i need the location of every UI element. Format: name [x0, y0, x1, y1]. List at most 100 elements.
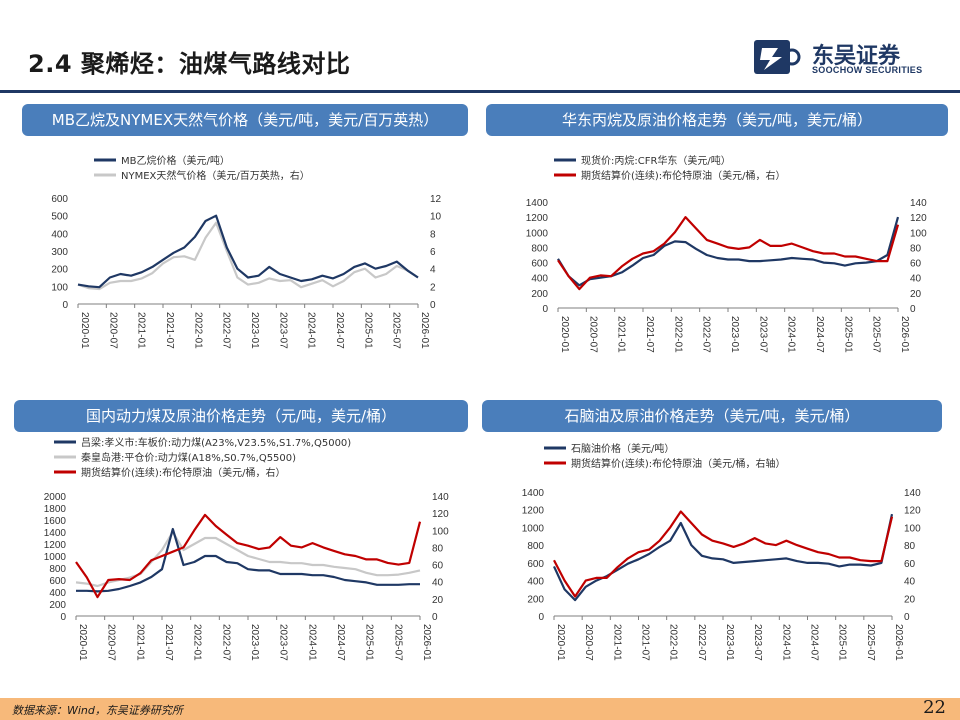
c4-right-tick-6: 120	[904, 506, 921, 517]
c4-right-tick-3: 60	[904, 559, 916, 570]
c2-left-tick-1: 200	[531, 289, 548, 300]
c3-left-tick-3: 600	[49, 576, 66, 587]
c1-x-tick-9: 2024-07	[334, 312, 345, 349]
c4-x-tick-10: 2025-01	[837, 624, 848, 661]
c1-right-tick-2: 4	[430, 265, 436, 276]
c2-series-1	[557, 215, 900, 291]
c3-x-tick-0: 2020-01	[77, 624, 88, 661]
c3-left-tick-5: 1000	[44, 552, 67, 563]
c3-x-tick-12: 2026-01	[421, 624, 432, 661]
c2-right-tick-6: 120	[910, 213, 927, 224]
c4-left-tick-3: 600	[527, 559, 544, 570]
c4-legend-label-0: 石脑油价格（美元/吨）	[571, 442, 674, 455]
c2-x-tick-8: 2024-01	[786, 316, 797, 353]
c2-left-tick-6: 1200	[526, 213, 549, 224]
c1-x-tick-8: 2024-01	[306, 312, 317, 349]
panel-title-coal: 国内动力煤及原油价格走势（元/吨，美元/桶）	[14, 400, 468, 432]
chart-ethane-natgas: 0 100 200 300 400 500 600 0 2 4 6 8 10 12 2020-01 2020-…	[10, 146, 460, 386]
c4-right-tick-4: 80	[904, 541, 916, 552]
c1-right-tick-5: 10	[430, 212, 442, 223]
c3-right-tick-1: 20	[432, 595, 444, 606]
c2-left-tick-2: 400	[531, 274, 548, 285]
c1-x-tick-4: 2022-01	[192, 312, 203, 349]
c1-left-tick-4: 400	[51, 229, 68, 240]
c1-x-tick-0: 2020-01	[79, 312, 90, 349]
c2-svg: 0 200 400 600 800 1000 1200 1400 0 20 40 60 80 100 120…	[526, 154, 927, 353]
c1-left-tick-2: 200	[51, 265, 68, 276]
company-logo: 东吴证券 SOOCHOW SECURITIES	[752, 36, 942, 78]
c4-series-1	[553, 510, 894, 598]
c2-x-tick-6: 2023-01	[729, 316, 740, 353]
c2-x-tick-4: 2022-01	[672, 316, 683, 353]
c3-right-tick-3: 60	[432, 561, 444, 572]
c3-legend-label-1: 秦皇岛港:平仓价:动力煤(A18%,S0.7%,Q5500)	[81, 451, 296, 464]
c4-right-tick-5: 100	[904, 523, 921, 534]
c2-left-tick-7: 1400	[526, 198, 549, 209]
panel-title-naphtha: 石脑油及原油价格走势（美元/吨，美元/桶）	[482, 400, 942, 432]
c1-x-tick-10: 2025-01	[362, 312, 373, 349]
c1-left-tick-6: 600	[51, 194, 68, 205]
c4-right-tick-7: 140	[904, 488, 921, 499]
c3-x-tick-4: 2022-01	[192, 624, 203, 661]
c4-x-tick-2: 2021-01	[611, 624, 622, 661]
c1-x-tick-2: 2021-01	[136, 312, 147, 349]
title-divider	[0, 90, 960, 93]
c4-svg: 0 200 400 600 800 1000 1200 1400 0 20 40 60 80 100 120…	[522, 442, 921, 661]
c2-x-tick-1: 2020-07	[587, 316, 598, 353]
c1-right-tick-6: 12	[430, 194, 442, 205]
c2-x-tick-10: 2025-01	[842, 316, 853, 353]
c1-x-tick-3: 2021-07	[164, 312, 175, 349]
logo-subtitle: SOOCHOW SECURITIES	[812, 65, 923, 75]
c3-right-tick-4: 80	[432, 543, 444, 554]
c3-left-tick-9: 1800	[44, 504, 67, 515]
c3-left-tick-10: 2000	[44, 492, 67, 503]
c1-x-tick-7: 2023-07	[277, 312, 288, 349]
c4-x-tick-9: 2024-07	[809, 624, 820, 661]
c4-x-tick-12: 2026-01	[893, 624, 904, 661]
c4-x-tick-3: 2021-07	[640, 624, 651, 661]
c3-x-tick-7: 2023-07	[278, 624, 289, 661]
c2-right-tick-5: 100	[910, 228, 927, 239]
c4-x-tick-4: 2022-01	[668, 624, 679, 661]
c1-right-tick-0: 0	[430, 300, 436, 311]
c3-x-tick-3: 2021-07	[163, 624, 174, 661]
c3-left-tick-1: 200	[49, 600, 66, 611]
c2-right-tick-1: 20	[910, 289, 922, 300]
chart-coal-crude: 0 200 400 600 800 1000 1200 1400 1600 1800 2000 0 20…	[4, 436, 462, 696]
c1-x-tick-5: 2022-07	[221, 312, 232, 349]
c4-x-tick-7: 2023-07	[752, 624, 763, 661]
page-title: 2.4 聚烯烃：油煤气路线对比	[28, 50, 351, 78]
c1-series-0	[77, 214, 419, 289]
c4-x-tick-6: 2023-01	[724, 624, 735, 661]
c4-right-tick-0: 0	[904, 612, 910, 623]
c1-left-tick-3: 300	[51, 247, 68, 258]
c1-right-tick-3: 6	[430, 247, 436, 258]
c2-x-tick-5: 2022-07	[701, 316, 712, 353]
chart-naphtha-crude: 0 200 400 600 800 1000 1200 1400 0 20 40 60 80 100 120…	[484, 440, 934, 696]
c1-left-tick-5: 500	[51, 212, 68, 223]
c2-right-tick-3: 60	[910, 259, 922, 270]
c1-x-tick-12: 2026-01	[419, 312, 430, 349]
c3-x-tick-11: 2025-07	[392, 624, 403, 661]
c4-right-tick-1: 20	[904, 594, 916, 605]
c3-x-tick-1: 2020-07	[106, 624, 117, 661]
c3-series-2	[75, 513, 422, 599]
c1-legend-label-1: NYMEX天然气价格（美元/百万英热，右）	[121, 169, 310, 182]
c2-left-tick-0: 0	[542, 304, 548, 315]
c2-x-tick-2: 2021-01	[616, 316, 627, 353]
c2-left-tick-5: 1000	[526, 228, 549, 239]
c1-x-tick-6: 2023-01	[249, 312, 260, 349]
c4-x-tick-5: 2022-07	[696, 624, 707, 661]
c1-svg: 0 100 200 300 400 500 600 0 2 4 6 8 10 12 2020-01 2020-…	[51, 154, 442, 349]
c1-left-tick-0: 0	[62, 300, 68, 311]
c4-left-tick-5: 1000	[522, 523, 545, 534]
c1-right-tick-1: 2	[430, 282, 436, 293]
c1-x-tick-1: 2020-07	[107, 312, 118, 349]
c4-legend-label-1: 期货结算价(连续):布伦特原油（美元/桶，右轴）	[571, 457, 786, 470]
c2-legend-label-1: 期货结算价(连续):布伦特原油（美元/桶，右）	[581, 169, 786, 182]
c3-series-0	[76, 527, 420, 593]
logo-emblem-icon	[754, 40, 801, 74]
c4-left-tick-4: 800	[527, 541, 544, 552]
data-source-note: 数据来源：Wind，东吴证券研究所	[12, 704, 183, 717]
c4-x-tick-8: 2024-01	[780, 624, 791, 661]
